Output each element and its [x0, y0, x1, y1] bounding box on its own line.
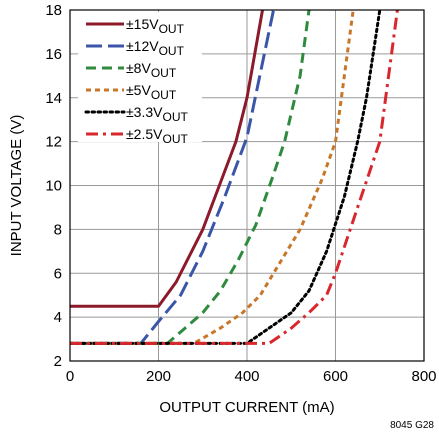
y-tick-label: 14 — [45, 90, 62, 107]
x-tick-label: 800 — [411, 368, 436, 385]
figure-id: 8045 G28 — [390, 420, 434, 431]
legend-label: ±8VOUT — [126, 60, 177, 80]
legend-label-main: ±15V — [126, 16, 159, 32]
tick-labels: 0 200 400 600 800 2 4 6 8 10 12 14 16 18 — [45, 2, 436, 385]
legend-label-subscript: OUT — [159, 22, 185, 36]
legend-label-subscript: OUT — [159, 44, 185, 58]
legend-label-main: ±12V — [126, 38, 159, 54]
y-tick-label: 18 — [45, 2, 62, 19]
legend-label-subscript: OUT — [151, 88, 177, 102]
legend-label-subscript: OUT — [162, 110, 188, 124]
series-line-2 — [70, 10, 311, 345]
legend-label-subscript: OUT — [162, 132, 188, 146]
series-line-5 — [70, 10, 399, 345]
series-layer — [70, 10, 399, 345]
y-tick-label: 2 — [54, 353, 62, 370]
legend-background — [78, 12, 202, 142]
y-tick-label: 16 — [45, 46, 62, 63]
legend-label: ±2.5VOUT — [126, 126, 188, 146]
plot-frame — [69, 9, 425, 362]
x-tick-label: 200 — [146, 368, 171, 385]
legend-label: ±15VOUT — [126, 16, 185, 36]
y-tick-label: 8 — [54, 221, 62, 238]
legend-label-main: ±2.5V — [126, 126, 163, 142]
legend-label: ±3.3VOUT — [126, 104, 188, 124]
series-line-1 — [70, 10, 275, 345]
legend-label: ±5VOUT — [126, 82, 177, 102]
x-axis-title: OUTPUT CURRENT (mA) — [159, 399, 334, 416]
legend: ±15VOUT±12VOUT±8VOUT±5VOUT±3.3VOUT±2.5VO… — [78, 12, 202, 146]
y-tick-label: 10 — [45, 178, 62, 195]
series-line-3 — [70, 10, 355, 345]
legend-label-main: ±3.3V — [126, 104, 163, 120]
y-tick-label: 6 — [54, 265, 62, 282]
y-axis-title: INPUT VOLTAGE (V) — [8, 115, 25, 257]
x-tick-label: 400 — [234, 368, 259, 385]
y-tick-label: 12 — [45, 134, 62, 151]
legend-label-main: ±8V — [126, 60, 151, 76]
x-tick-label: 0 — [66, 368, 74, 385]
legend-label: ±12VOUT — [126, 38, 185, 58]
legend-label-main: ±5V — [126, 82, 151, 98]
series-line-0 — [70, 10, 264, 308]
series-line-4 — [70, 10, 382, 345]
x-tick-label: 600 — [323, 368, 348, 385]
y-tick-label: 4 — [54, 309, 62, 326]
legend-label-subscript: OUT — [151, 66, 177, 80]
